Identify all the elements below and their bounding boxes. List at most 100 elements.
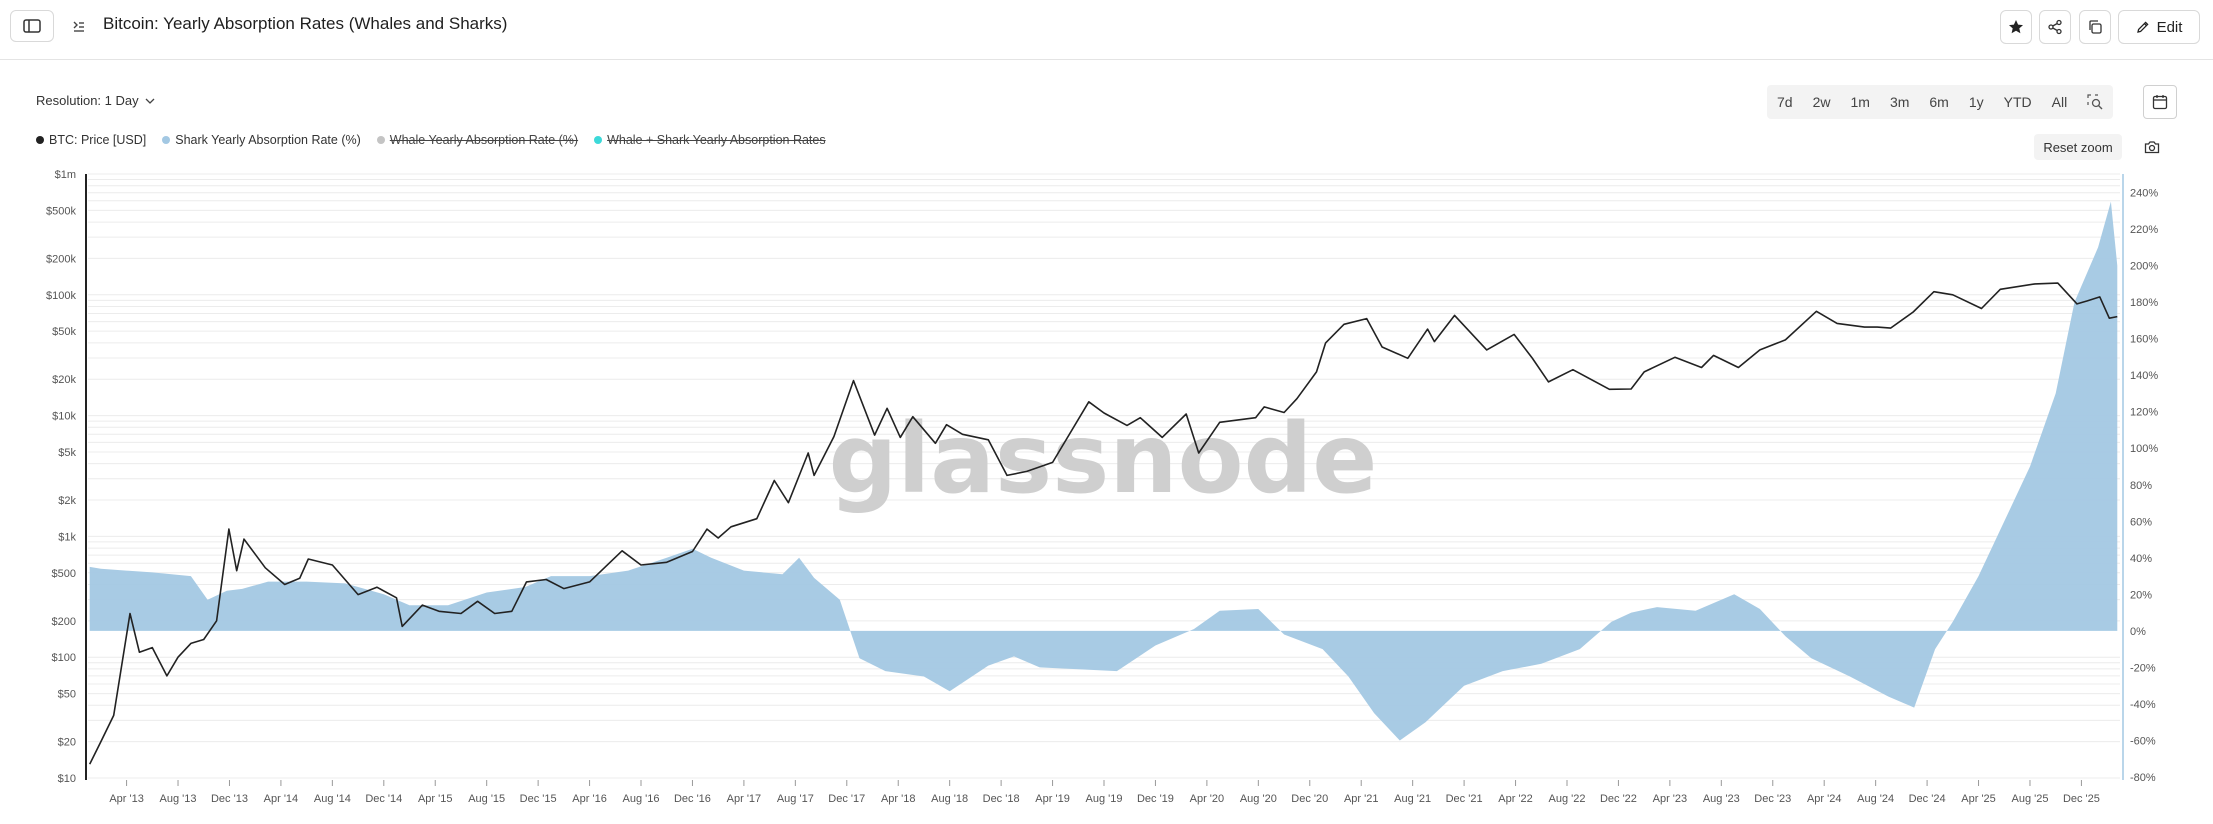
reset-zoom-button[interactable]: Reset zoom xyxy=(2034,134,2122,160)
x-tick-label: Aug '20 xyxy=(1240,793,1277,805)
left-tick-label: $200 xyxy=(52,616,76,628)
x-tick-label: Dec '18 xyxy=(983,793,1020,805)
right-tick-label: 220% xyxy=(2130,224,2158,236)
right-tick-label: -80% xyxy=(2130,772,2156,784)
range-1y-button[interactable]: 1y xyxy=(1968,94,1984,110)
x-tick-label: Dec '16 xyxy=(674,793,711,805)
shark-series-layer xyxy=(89,201,2118,741)
sidebar-toggle-button[interactable] xyxy=(10,10,54,42)
right-tick-label: 100% xyxy=(2130,443,2158,455)
right-tick-label: 60% xyxy=(2130,516,2152,528)
screenshot-button[interactable] xyxy=(2138,134,2166,160)
right-tick-label: 0% xyxy=(2130,626,2146,638)
right-tick-label: 200% xyxy=(2130,261,2158,273)
right-tick-label: -60% xyxy=(2130,735,2156,747)
copy-icon xyxy=(2089,20,2102,34)
left-axis-ticks: $10 $20 $50 $100 $200 $500 $1k $2k $5k $10k $20k $5… xyxy=(46,169,76,785)
legend-label-whale-rate: Whale Yearly Absorption Rate (%) xyxy=(389,133,579,147)
x-tick-label: Apr '20 xyxy=(1190,793,1225,805)
right-tick-label: 160% xyxy=(2130,334,2158,346)
right-tick-label: 20% xyxy=(2130,589,2152,601)
x-tick-label: Aug '16 xyxy=(623,793,660,805)
left-tick-label: $1m xyxy=(55,169,76,181)
range-3m-button[interactable]: 3m xyxy=(1889,94,1910,110)
x-tick-label: Dec '22 xyxy=(1600,793,1637,805)
x-tick-label: Apr '15 xyxy=(418,793,453,805)
left-tick-label: $20 xyxy=(58,737,76,749)
left-tick-label: $10 xyxy=(58,773,76,785)
price-series-layer xyxy=(88,282,2118,765)
x-tick-label: Apr '19 xyxy=(1035,793,1070,805)
legend-dot-shark-rate xyxy=(162,136,171,144)
range-all-button[interactable]: All xyxy=(2051,94,2068,110)
x-tick-label: Apr '18 xyxy=(881,793,916,805)
left-tick-label: $100 xyxy=(52,652,76,664)
right-tick-label: 240% xyxy=(2130,188,2158,200)
page-title: Bitcoin: Yearly Absorption Rates (Whales… xyxy=(103,14,508,33)
x-tick-label: Aug '13 xyxy=(160,793,197,805)
left-tick-label: $100k xyxy=(46,290,76,302)
right-tick-label: 120% xyxy=(2130,407,2158,419)
top-header: Bitcoin: Yearly Absorption Rates (Whales… xyxy=(0,0,2213,60)
left-tick-label: $500 xyxy=(52,568,76,580)
x-tick-label: Aug '14 xyxy=(314,793,351,805)
x-tick-label: Aug '22 xyxy=(1549,793,1586,805)
x-tick-label: Apr '13 xyxy=(109,793,144,805)
share-button[interactable] xyxy=(2039,10,2071,44)
legend-item-combined-rate[interactable]: Whale + Shark Yearly Absorption Rates xyxy=(594,133,826,147)
resolution-dropdown[interactable]: Resolution: 1 Day xyxy=(36,93,155,108)
watermark-logo: glassnode xyxy=(829,403,1378,515)
collapse-icon[interactable] xyxy=(70,17,88,35)
x-tick-label: Dec '13 xyxy=(211,793,248,805)
edit-label: Edit xyxy=(2156,18,2183,36)
legend-dot-whale-rate xyxy=(376,136,385,144)
date-picker-button[interactable] xyxy=(2143,85,2177,119)
x-tick-label: Aug '18 xyxy=(931,793,968,805)
x-tick-label: Dec '25 xyxy=(2063,793,2100,805)
share-icon xyxy=(2048,19,2062,35)
range-6m-button[interactable]: 6m xyxy=(1929,94,1949,110)
legend-item-whale-rate[interactable]: Whale Yearly Absorption Rate (%) xyxy=(376,133,579,147)
x-tick-label: Dec '15 xyxy=(520,793,557,805)
time-range-selector: 7d 2w 1m 3m 6m 1y YTD All xyxy=(1767,85,2114,119)
range-2w-button[interactable]: 2w xyxy=(1812,94,1831,110)
legend-item-shark-rate[interactable]: Shark Yearly Absorption Rate (%) xyxy=(162,133,361,147)
x-tick-label: Dec '23 xyxy=(1754,793,1791,805)
left-tick-label: $50 xyxy=(58,689,76,701)
sidebar-icon xyxy=(23,19,41,33)
range-ytd-button[interactable]: YTD xyxy=(2003,94,2032,110)
zoom-area-icon xyxy=(2087,94,2103,110)
x-tick-label: Apr '25 xyxy=(1961,793,1996,805)
right-tick-label: 40% xyxy=(2130,553,2152,565)
left-tick-label: $2k xyxy=(58,495,76,507)
legend-item-btc-price[interactable]: BTC: Price [USD] xyxy=(36,133,146,147)
x-tick-label: Aug '23 xyxy=(1703,793,1740,805)
x-tick-label: Apr '21 xyxy=(1344,793,1379,805)
legend-label-combined-rate: Whale + Shark Yearly Absorption Rates xyxy=(607,133,826,147)
left-tick-label: $500k xyxy=(46,205,76,217)
camera-icon xyxy=(2144,141,2160,154)
range-7d-button[interactable]: 7d xyxy=(1777,94,1793,110)
chart-area[interactable]: glassnode $10 $20 $50 $100 $200 $500 $1k $2k $5k… xyxy=(0,160,2213,824)
x-tick-label: Apr '14 xyxy=(264,793,299,805)
zoom-select-button[interactable] xyxy=(2077,85,2113,119)
legend-dot-btc-price xyxy=(36,136,44,144)
edit-button[interactable]: Edit xyxy=(2118,10,2200,44)
x-tick-label: Apr '22 xyxy=(1498,793,1533,805)
favorite-button[interactable] xyxy=(2000,10,2032,44)
chart-grid xyxy=(88,173,2120,779)
right-tick-label: 80% xyxy=(2130,480,2152,492)
chevron-down-icon xyxy=(145,98,155,104)
left-tick-label: $200k xyxy=(46,253,76,265)
duplicate-button[interactable] xyxy=(2079,10,2111,44)
x-tick-label: Aug '17 xyxy=(777,793,814,805)
legend-label-shark-rate: Shark Yearly Absorption Rate (%) xyxy=(175,133,361,147)
x-tick-label: Aug '25 xyxy=(2011,793,2048,805)
range-1m-button[interactable]: 1m xyxy=(1850,94,1870,110)
right-tick-label: 140% xyxy=(2130,370,2158,382)
x-tick-label: Apr '17 xyxy=(727,793,762,805)
x-tick-label: Dec '17 xyxy=(828,793,865,805)
x-tick-label: Dec '24 xyxy=(1909,793,1946,805)
star-icon xyxy=(2009,20,2023,34)
x-tick-label: Dec '19 xyxy=(1137,793,1174,805)
